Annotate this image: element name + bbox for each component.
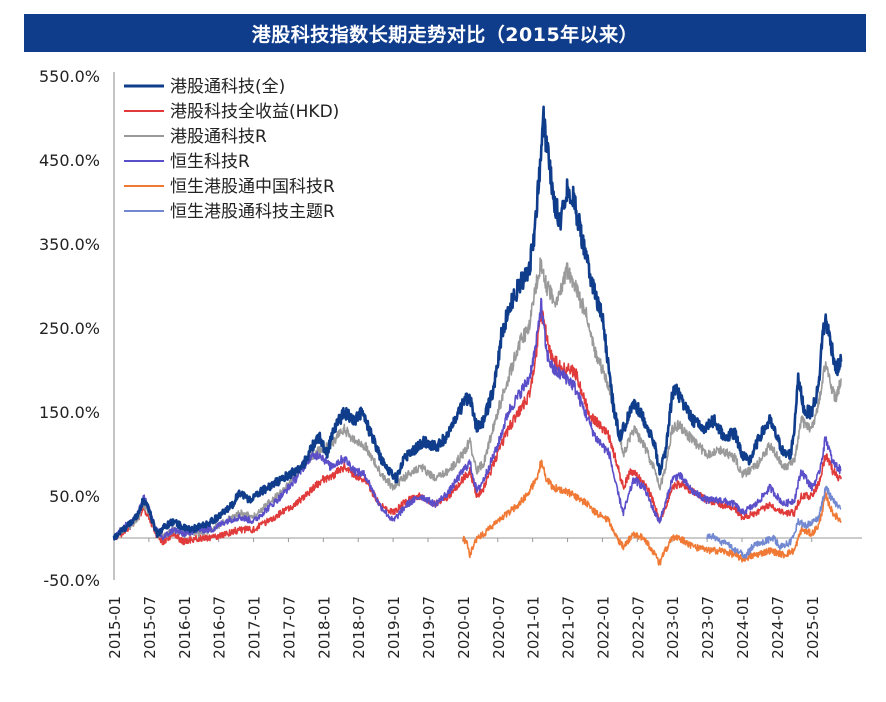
x-tick-label: 2023-01 xyxy=(664,596,682,659)
x-tick-label: 2022-07 xyxy=(629,596,647,659)
y-tick-label: 450.0% xyxy=(39,151,100,170)
series-line xyxy=(112,105,843,541)
y-tick-label: 350.0% xyxy=(39,235,100,254)
x-tick-label: 2017-01 xyxy=(246,596,264,659)
y-tick-label: 50.0% xyxy=(49,487,100,506)
x-tick-label: 2018-07 xyxy=(350,596,368,659)
x-tick-label: 2019-01 xyxy=(385,596,403,659)
x-tick-label: 2015-07 xyxy=(141,596,159,659)
legend-label: 恒生港股通中国科技R xyxy=(170,177,335,197)
series-layer xyxy=(112,105,843,566)
series-line xyxy=(706,485,842,559)
axes: -50.0% 50.0% 150.0% 250.0% 350.0% 450.0% 550.0… xyxy=(39,67,862,659)
y-tick-label: 250.0% xyxy=(39,319,100,338)
x-tick-label: 2024-07 xyxy=(769,596,787,659)
x-tick-label: 2022-01 xyxy=(594,596,612,659)
legend-label: 港股科技全收益(HKD) xyxy=(170,102,339,122)
x-tick-label: 2016-01 xyxy=(176,596,194,659)
series-line xyxy=(462,459,842,566)
x-tick-label: 2016-07 xyxy=(211,596,229,659)
x-tick-label: 2019-07 xyxy=(420,596,438,659)
series-line xyxy=(113,310,842,546)
series-line xyxy=(113,297,842,541)
x-tick-label: 2024-01 xyxy=(734,596,752,659)
x-tick-label: 2021-07 xyxy=(560,596,578,659)
x-tick-label: 2025-01 xyxy=(804,596,822,659)
x-tick-label: 2018-01 xyxy=(315,596,333,659)
legend-label: 恒生科技R xyxy=(170,152,250,172)
x-tick-label: 2023-07 xyxy=(699,596,717,659)
y-tick-label: -50.0% xyxy=(43,571,100,590)
legend-label: 港股通科技R xyxy=(170,127,267,147)
x-tick-label: 2020-01 xyxy=(455,596,473,659)
chart-title: 港股科技指数长期走势对比（2015年以来） xyxy=(24,14,866,52)
x-tick-label: 2015-01 xyxy=(106,596,124,659)
x-tick-label: 2020-07 xyxy=(490,596,508,659)
legend-label: 恒生港股通科技主题R xyxy=(170,202,335,222)
x-tick-label: 2021-01 xyxy=(525,596,543,659)
y-tick-label: 550.0% xyxy=(39,67,100,86)
legend: 港股通科技(全) 港股科技全收益(HKD) 港股通科技R 恒生科技R 恒生港股通中国科技… xyxy=(124,77,339,222)
x-tick-label: 2017-07 xyxy=(280,596,298,659)
legend-label: 港股通科技(全) xyxy=(170,77,285,97)
y-tick-label: 150.0% xyxy=(39,403,100,422)
